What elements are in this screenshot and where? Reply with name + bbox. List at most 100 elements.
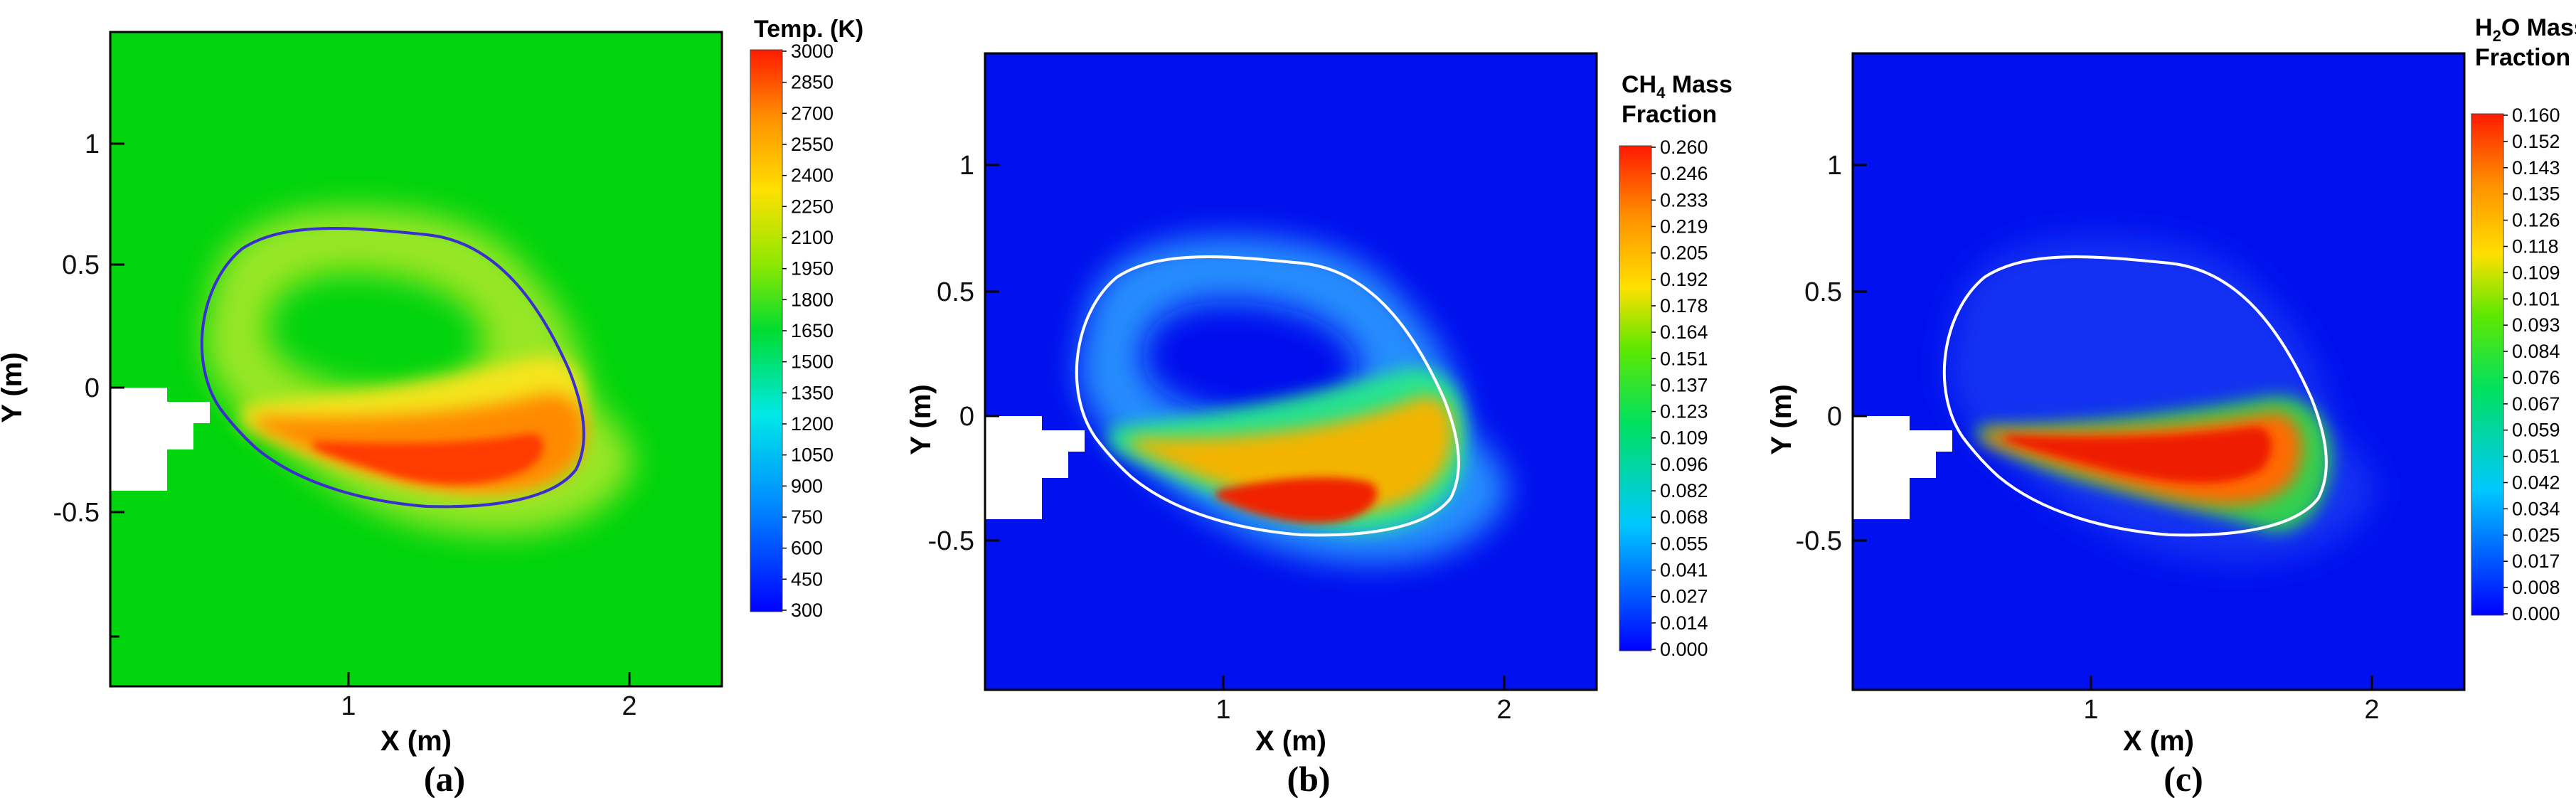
colorbar-tick-label: 750	[791, 506, 823, 528]
colorbar-tick-label: 0.192	[1660, 269, 1708, 290]
x-tick-label: 1	[341, 691, 356, 721]
colorbar-tick-label: 600	[791, 538, 823, 559]
x-tick-label: 1	[1215, 695, 1230, 725]
x-axis-ticks	[1222, 676, 1506, 690]
colorbar-tick-label: 1200	[791, 413, 834, 435]
panel-caption: (c)	[2163, 759, 2203, 798]
y-tick-label: 1	[1827, 151, 1842, 181]
colorbar-tick-label: 0.143	[2512, 157, 2560, 179]
colorbar-tick-label: 450	[791, 568, 823, 590]
colorbar-tick-label: 0.219	[1660, 216, 1708, 237]
colorbar-tick-label: 0.160	[2512, 105, 2560, 126]
colorbar-tick-label: 1500	[791, 351, 834, 373]
colorbar-tick-label: 0.084	[2512, 341, 2560, 362]
colorbar-title: Temp. (K)	[754, 16, 863, 43]
colorbar-tick-label: 0.059	[2512, 420, 2560, 441]
plot-frame	[1851, 52, 2466, 691]
colorbar-tick-label: 0.014	[1660, 612, 1708, 634]
colorbar-tick-label: 300	[791, 600, 823, 621]
colorbar-tick-label: 0.260	[1660, 137, 1708, 158]
colorbar-tick-label: 0.178	[1660, 295, 1708, 316]
ch4-hot-zone	[1131, 396, 1454, 514]
x-axis-title: X (m)	[1255, 725, 1326, 757]
y-axis-ticks	[985, 164, 999, 542]
x-axis-ticks	[347, 672, 631, 686]
h2o-core	[2006, 427, 2272, 484]
colorbar-title-line2: Fraction	[1622, 101, 1717, 128]
colorbar-tick-label: 0.034	[2512, 498, 2560, 519]
colorbar-ch4: CH4 Mass Fraction 0.2600.2460.2330.2190.…	[1619, 71, 1733, 660]
y-tick-label: 0	[1827, 402, 1842, 432]
burner-nozzle	[1853, 416, 1952, 519]
stoichiometric-isoline	[1942, 255, 2328, 537]
colorbar-tick-label: 0.109	[2512, 262, 2560, 283]
colorbar-tick-label: 0.233	[1660, 189, 1708, 211]
plot-frame	[109, 31, 723, 688]
colorbar-tick-label: 0.205	[1660, 243, 1708, 264]
colorbar-tick-label: 0.041	[1660, 560, 1708, 581]
y-tick-label: 0.5	[937, 277, 974, 307]
colorbar-tick-label: 3000	[791, 41, 834, 62]
colorbar-temperature: Temp. (K) 3000 2850 2700 2550 2400 2250 2100 19…	[750, 16, 863, 621]
colorbar-tick-label: 0.137	[1660, 374, 1708, 395]
panel-b: 1 2 1 0.5 0 -0.5 X (m) Y (m) CH4 Mass Fr…	[905, 52, 1733, 798]
y-axis-ticks	[1853, 164, 1867, 542]
colorbar-tick-label: 0.135	[2512, 183, 2560, 205]
panel-caption: (a)	[424, 759, 465, 798]
colorbar-tick-label: 1950	[791, 258, 834, 280]
ch4-inner-hole	[1142, 301, 1358, 420]
y-tick-label: 1	[959, 151, 974, 181]
colorbar-title-line2: Fraction	[2475, 44, 2570, 71]
colorbar-gradient	[2471, 113, 2504, 616]
colorbar-tick-label: 2400	[791, 165, 834, 186]
y-axis-ticks	[110, 142, 124, 638]
x-tick-label: 2	[1496, 695, 1511, 725]
colorbar-tick-label: 1050	[791, 445, 834, 466]
colorbar-tick-label: 2850	[791, 72, 834, 93]
stoichiometric-isoline	[1075, 255, 1460, 537]
colorbar-tick-label: 2700	[791, 102, 834, 124]
stoichiometric-isoline	[200, 227, 585, 509]
x-tick-label: 2	[622, 691, 637, 721]
y-axis-title: Y (m)	[1766, 384, 1797, 454]
colorbar-tick-label: 0.082	[1660, 480, 1708, 501]
colorbar-tick-label: 0.076	[2512, 367, 2560, 388]
y-tick-label: -0.5	[928, 526, 974, 556]
colorbar-tick-label: 0.123	[1660, 401, 1708, 422]
contour-plot-ch4	[985, 53, 1597, 690]
colorbar-tick-label: 0.152	[2512, 131, 2560, 152]
x-tick-label: 2	[2364, 695, 2379, 725]
colorbar-tick-label: 0.151	[1660, 348, 1708, 369]
flame-inner-hole	[267, 272, 484, 391]
x-axis-title: X (m)	[380, 725, 452, 757]
colorbar-tick-label: 0.017	[2512, 550, 2560, 572]
colorbar-tick-label: 0.008	[2512, 577, 2560, 598]
colorbar-tick-label: 2250	[791, 196, 834, 217]
y-tick-label: 1	[85, 129, 100, 159]
colorbar-title: CH4 Mass	[1622, 71, 1733, 102]
y-tick-label: 0	[85, 373, 100, 403]
y-tick-label: 0.5	[62, 250, 100, 280]
colorbar-tick-label: 0.096	[1660, 454, 1708, 475]
colorbar-tick-label: 0.093	[2512, 314, 2560, 336]
panel-caption: (b)	[1287, 759, 1330, 798]
x-axis-title: X (m)	[2123, 725, 2194, 757]
colorbar-tick-label: 2550	[791, 134, 834, 155]
colorbar-tick-label: 0.055	[1660, 533, 1708, 554]
colorbar-tick-label: 1350	[791, 382, 834, 403]
y-tick-label: 0.5	[1804, 277, 1842, 307]
colorbar-gradient	[1619, 145, 1652, 651]
y-tick-label: -0.5	[1796, 526, 1842, 556]
colorbar-tick-label: 900	[791, 475, 823, 496]
colorbar-tick-label: 0.042	[2512, 472, 2560, 494]
colorbar-tick-label: 1650	[791, 320, 834, 341]
x-axis-ticks	[2090, 676, 2373, 690]
colorbar-h2o: H2O Mass Fraction 0.1600.1520.1430.1350.…	[2471, 14, 2576, 624]
burner-nozzle	[110, 388, 210, 491]
y-tick-label: 0	[959, 402, 974, 432]
colorbar-tick-label: 0.246	[1660, 163, 1708, 184]
colorbar-ticks: 0.260 0.246 0.233 0.219 0.205 0.192 0.178 0.164…	[1651, 137, 1708, 660]
colorbar-tick-label: 0.164	[1660, 321, 1708, 343]
burner-nozzle	[985, 416, 1085, 519]
